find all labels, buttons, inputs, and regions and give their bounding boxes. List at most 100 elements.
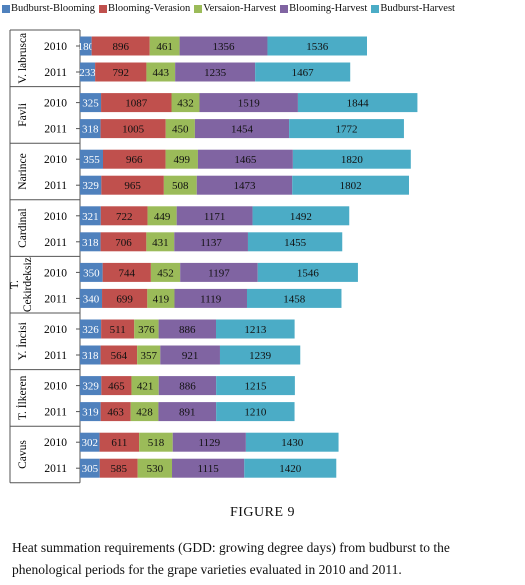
bar-segment — [102, 288, 148, 308]
bar-segment — [216, 376, 295, 396]
bar-segment — [158, 402, 217, 422]
bar-segment — [146, 232, 175, 252]
bar-segment — [146, 62, 176, 82]
data-label: 1844 — [347, 98, 370, 110]
bar-segment — [100, 206, 148, 226]
bar-segment — [103, 149, 166, 169]
bar-segment — [130, 402, 159, 422]
bar-segment — [137, 458, 173, 478]
year-tick-label: 2011 — [44, 237, 67, 249]
bar-segment — [80, 36, 92, 56]
bar-segment — [147, 206, 177, 226]
data-label: 465 — [108, 381, 125, 393]
data-label: 461 — [156, 41, 173, 53]
bar-segment — [150, 262, 181, 282]
bar-segment — [80, 345, 101, 365]
bar-segment — [80, 432, 100, 452]
data-label: 1454 — [231, 124, 254, 136]
bar-segment — [91, 36, 150, 56]
group-label: T. İlkeren — [15, 375, 29, 420]
data-label: 1465 — [234, 154, 257, 166]
legend-swatch — [280, 5, 289, 13]
data-label: 1129 — [199, 437, 221, 449]
data-label: 896 — [112, 41, 129, 53]
data-label: 886 — [179, 381, 196, 393]
bar-segment — [245, 432, 339, 452]
data-label: 611 — [111, 437, 127, 449]
data-label: 319 — [82, 407, 99, 419]
data-label: 325 — [82, 98, 99, 110]
legend-swatch — [371, 5, 380, 13]
group-label: Narince — [17, 153, 29, 189]
year-tick-label: 2011 — [44, 463, 67, 475]
bar-segment — [174, 232, 248, 252]
legend-swatch — [99, 5, 108, 13]
data-label: 233 — [79, 67, 96, 79]
data-label: 357 — [140, 350, 157, 362]
data-label: 1802 — [340, 180, 362, 192]
data-label: 1119 — [200, 293, 222, 305]
bar-segment — [134, 319, 159, 339]
legend-item: Blooming-Harvest — [280, 2, 367, 16]
data-label: 1197 — [208, 267, 230, 279]
year-tick-label: 2010 — [44, 154, 67, 166]
data-label: 706 — [115, 237, 132, 249]
bar-segment — [100, 119, 166, 139]
data-label: 419 — [153, 293, 170, 305]
group-label: V. labrusca — [17, 33, 29, 84]
data-label: 1430 — [281, 437, 304, 449]
group-label: Cavus — [17, 440, 29, 469]
legend-swatch — [194, 5, 203, 13]
data-label: 792 — [113, 67, 130, 79]
bar-segment — [163, 175, 197, 195]
bar-segment — [80, 62, 96, 82]
bar-segment — [80, 319, 102, 339]
data-label: 1536 — [306, 41, 329, 53]
bar-segment — [102, 262, 151, 282]
bar-segment — [101, 376, 132, 396]
data-label: 326 — [82, 324, 99, 336]
bar-segment — [149, 36, 180, 56]
bar-segment — [80, 149, 104, 169]
figure-caption: Heat summation requirements (GDD: growin… — [12, 540, 450, 577]
data-label: 302 — [82, 437, 99, 449]
bar-segment — [246, 288, 342, 308]
data-label: 1492 — [290, 211, 312, 223]
bar-segment — [194, 119, 290, 139]
bar-segment — [158, 376, 217, 396]
bar-segment — [165, 119, 195, 139]
bar-segment — [176, 206, 253, 226]
group-label: Favli — [17, 103, 29, 127]
year-tick-label: 2010 — [44, 437, 67, 449]
data-label: 180 — [78, 41, 95, 53]
data-label: 886 — [179, 324, 196, 336]
bar-segment — [95, 62, 147, 82]
legend-item: Budburst-Blooming — [2, 2, 95, 16]
bar-segment — [101, 319, 135, 339]
data-label: 355 — [83, 154, 100, 166]
bar-segment — [80, 175, 102, 195]
bar-segment — [137, 345, 161, 365]
data-label: 318 — [82, 237, 99, 249]
bar-segment — [219, 345, 301, 365]
data-label: 1820 — [341, 154, 364, 166]
data-label: 449 — [154, 211, 171, 223]
year-tick-label: 2010 — [44, 267, 67, 279]
legend-label: Blooming-Harvest — [289, 3, 368, 14]
data-label: 1546 — [297, 267, 320, 279]
bar-segment — [80, 402, 101, 422]
bar-segment — [80, 376, 102, 396]
bar-segment — [244, 458, 337, 478]
year-tick-label: 2010 — [44, 41, 67, 53]
bar-segment — [172, 432, 246, 452]
legend-label: Blooming-Verasion — [108, 3, 191, 14]
legend-label: Budburst-Blooming — [11, 3, 96, 14]
bar-segment — [297, 93, 418, 113]
data-label: 1420 — [279, 463, 302, 475]
bar-segment — [101, 175, 164, 195]
bar-segment — [99, 432, 140, 452]
data-label: 891 — [179, 407, 196, 419]
data-label: 318 — [82, 124, 99, 136]
group-label: T.Cekirdeksiz — [9, 257, 34, 312]
data-label: 921 — [182, 350, 199, 362]
